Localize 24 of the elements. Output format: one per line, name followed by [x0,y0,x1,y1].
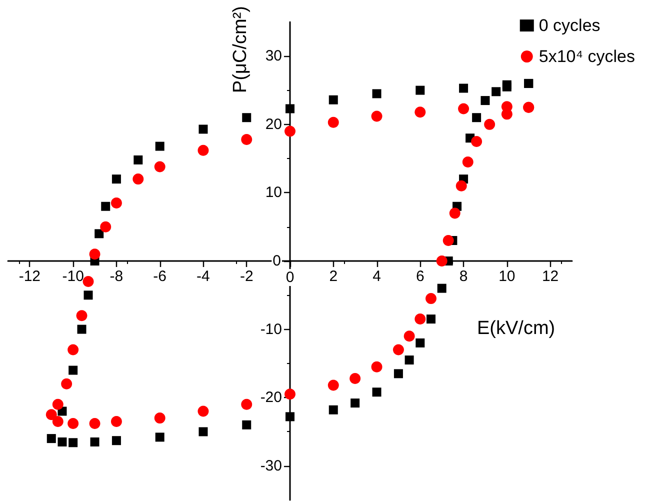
y-tick-label: 30 [265,48,282,65]
legend-label: 5x10⁴ cycles [538,47,635,66]
y-tick-label: 10 [265,184,282,202]
x-tick-label: -10 [62,268,84,285]
x-tick-label: 8 [459,268,468,285]
x-tick-label: 12 [542,268,559,285]
x-tick-label: -4 [196,268,210,285]
y-tick-label: -30 [260,457,282,474]
y-tick-label: 0 [272,252,281,270]
y-tick-label: 20 [265,116,282,133]
x-tick-label: -12 [18,268,41,285]
y-tick-label: -10 [260,320,282,338]
x-axis-title: E(kV/cm) [477,318,556,339]
x-tick-label: -2 [240,268,254,285]
x-tick-label: -6 [153,268,167,285]
x-tick-label: -8 [110,268,124,285]
x-tick-label: 6 [416,268,424,285]
x-tick-label: 4 [372,268,381,285]
y-axis-title: P(μC/cm²) [230,6,251,93]
x-tick-label: 2 [329,268,338,285]
legend-label: 0 cycles [538,16,600,35]
y-tick-label: -20 [260,389,282,406]
x-tick-label: 10 [498,268,516,285]
x-tick-label: 0 [286,269,294,286]
